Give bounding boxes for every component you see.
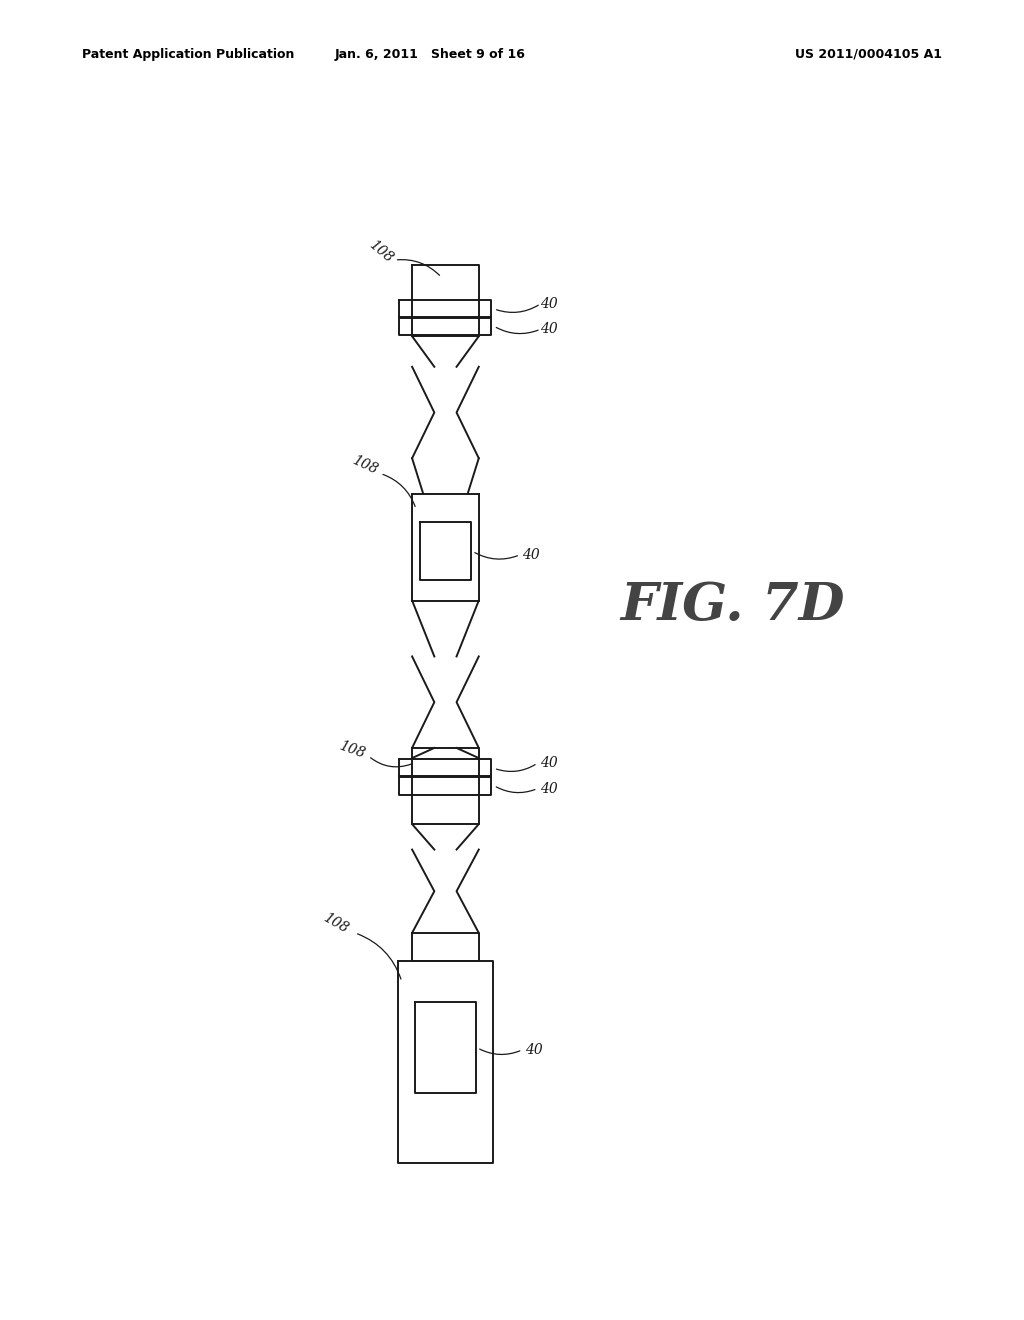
Text: 40: 40: [522, 548, 540, 562]
Text: 108: 108: [366, 238, 395, 265]
Text: US 2011/0004105 A1: US 2011/0004105 A1: [795, 48, 942, 61]
Text: 40: 40: [540, 756, 557, 770]
Text: 40: 40: [540, 297, 557, 310]
Text: 40: 40: [540, 781, 557, 796]
Text: FIG. 7D: FIG. 7D: [620, 579, 845, 631]
Text: 108: 108: [321, 909, 351, 936]
Text: 40: 40: [525, 1043, 543, 1057]
Text: Patent Application Publication: Patent Application Publication: [82, 48, 294, 61]
Text: 108: 108: [337, 739, 367, 762]
Text: 40: 40: [540, 322, 557, 337]
Text: 108: 108: [349, 453, 380, 478]
Text: Jan. 6, 2011   Sheet 9 of 16: Jan. 6, 2011 Sheet 9 of 16: [335, 48, 525, 61]
